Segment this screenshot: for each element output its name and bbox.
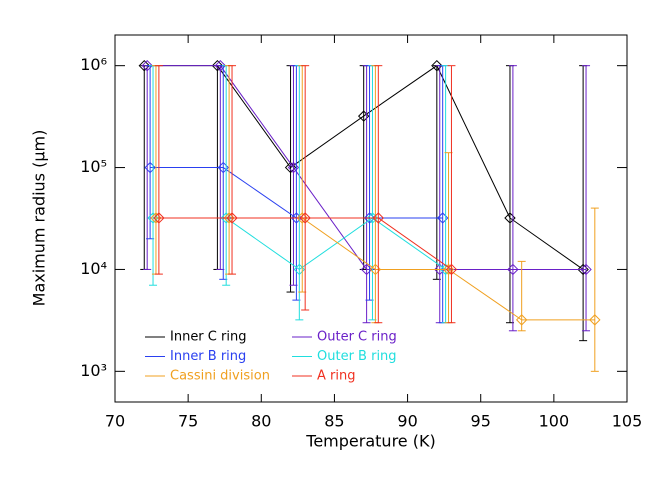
marker [284,161,297,174]
marker [515,314,528,326]
legend-label: A ring [317,369,355,384]
legend-label: Outer B ring [317,349,397,364]
y-tick-label: 10⁶ [80,55,107,74]
marker [299,212,311,224]
x-tick-label: 90 [397,412,417,431]
x-tick-label: 80 [251,412,271,431]
legend-label: Outer C ring [317,330,397,345]
x-tick-label: 70 [105,412,125,431]
legend-label: Cassini division [170,369,270,384]
marker [144,161,156,174]
marker [360,263,373,276]
x-tick-label: 85 [324,412,344,431]
marker [577,263,589,276]
marker [372,212,385,224]
marker [293,263,306,276]
y-tick-label: 10⁵ [80,157,107,176]
y-tick-label: 10³ [80,361,107,380]
marker [580,263,592,276]
marker [153,212,165,224]
plot-frame [114,34,628,403]
y-axis-label: Maximum radius (μm) [30,130,49,307]
marker [589,314,601,326]
x-tick-label: 95 [471,412,491,431]
x-tick-label: 105 [612,412,643,431]
marker [287,161,300,174]
legend-label: Inner B ring [170,349,246,364]
x-tick-label: 75 [178,412,198,431]
legend-label: Inner C ring [170,330,246,345]
marker [369,263,382,276]
y-tick-label: 10⁴ [80,259,107,278]
marker [507,263,519,276]
x-axis-label: Temperature (K) [305,432,435,451]
marker [504,212,516,224]
marker [357,110,370,122]
x-tick-label: 100 [539,412,570,431]
marker [217,161,229,174]
marker [445,263,458,276]
marker [436,212,449,224]
marker [226,212,238,224]
